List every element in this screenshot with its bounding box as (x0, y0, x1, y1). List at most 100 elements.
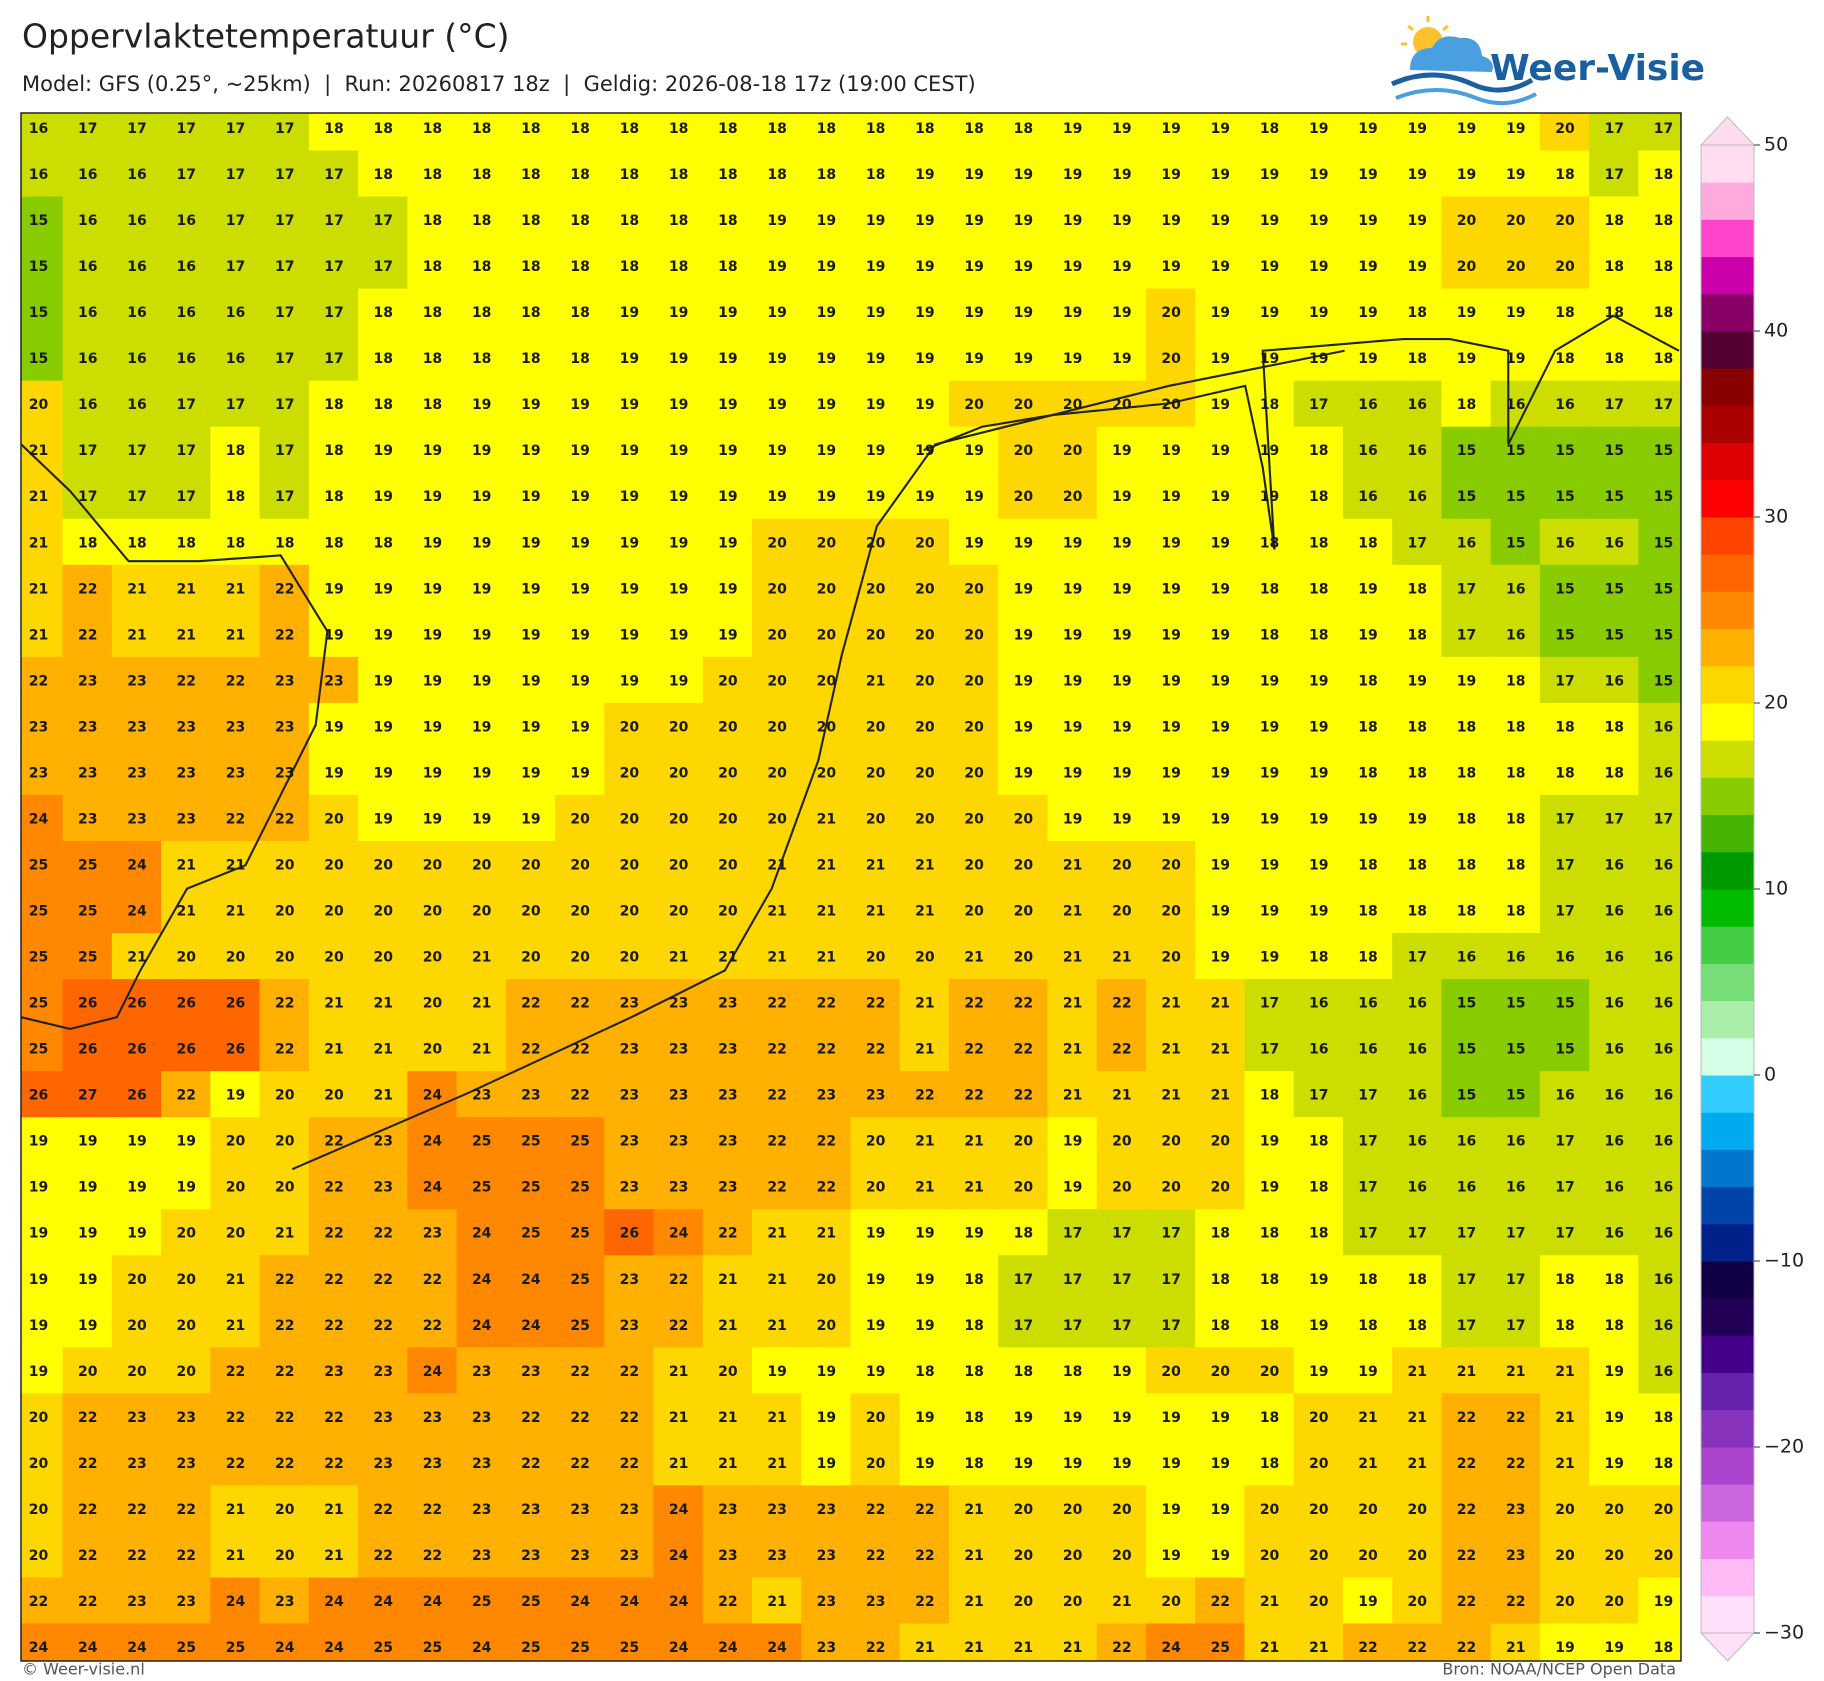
temperature-cell (1638, 1623, 1681, 1661)
temperature-label: 15 (1654, 627, 1673, 643)
temperature-label: 25 (29, 1042, 48, 1058)
temperature-cell (604, 1255, 655, 1303)
colorbar-band (1701, 1335, 1754, 1374)
temperature-label: 16 (1309, 996, 1328, 1012)
temperature-cell (1342, 1301, 1394, 1349)
temperature-label: 18 (570, 351, 589, 367)
temperature-cell (850, 1209, 901, 1257)
temperature-cell (1047, 979, 1098, 1027)
temperature-label: 19 (1408, 167, 1427, 183)
temperature-cell (456, 840, 507, 888)
temperature-cell (505, 1071, 557, 1119)
temperature-cell (1096, 979, 1147, 1027)
temperature-label: 20 (866, 765, 886, 781)
temperature-cell (358, 794, 409, 842)
temperature-cell (752, 472, 803, 520)
temperature-label: 21 (1260, 1594, 1279, 1610)
temperature-cell (505, 887, 557, 935)
temperature-label: 19 (915, 443, 934, 459)
temperature-label: 17 (1408, 535, 1427, 551)
temperature-cell (407, 1623, 458, 1661)
temperature-label: 19 (964, 1226, 983, 1242)
temperature-cell (604, 1485, 655, 1533)
temperature-cell (604, 288, 655, 336)
temperature-cell (21, 1531, 64, 1579)
temperature-label: 19 (718, 627, 737, 643)
temperature-cell (358, 1623, 409, 1661)
temperature-cell (456, 1623, 507, 1661)
temperature-label: 19 (1260, 167, 1279, 183)
temperature-cell (1589, 1117, 1640, 1165)
temperature-cell (111, 472, 163, 520)
temperature-cell (702, 748, 754, 796)
temperature-cell (1539, 840, 1591, 888)
temperature-label: 18 (1358, 950, 1377, 966)
temperature-cell (948, 1531, 1000, 1579)
temperature-cell (899, 1025, 950, 1073)
temperature-cell (1441, 1347, 1492, 1395)
temperature-cell (358, 242, 409, 290)
temperature-label: 23 (620, 1134, 639, 1150)
temperature-label: 25 (570, 1134, 589, 1150)
temperature-label: 20 (423, 857, 443, 873)
temperature-cell (111, 380, 163, 428)
temperature-label: 20 (718, 1364, 738, 1380)
temperature-cell (505, 656, 557, 704)
colorbar-tick-label: −20 (1764, 1436, 1804, 1458)
temperature-label: 22 (1457, 1410, 1476, 1426)
temperature-cell (407, 840, 458, 888)
temperature-label: 20 (423, 904, 443, 920)
temperature-label: 23 (472, 1364, 491, 1380)
temperature-cell (1047, 1623, 1098, 1661)
colorbar-band (1701, 1149, 1754, 1188)
temperature-cell (358, 979, 409, 1027)
temperature-cell (752, 610, 803, 658)
temperature-cell (1096, 196, 1147, 244)
temperature-label: 20 (1014, 1594, 1034, 1610)
temperature-label: 15 (1457, 1088, 1476, 1104)
temperature-label: 25 (472, 1134, 491, 1150)
temperature-label: 23 (176, 811, 195, 827)
temperature-label: 17 (1506, 1226, 1525, 1242)
temperature-label: 20 (1161, 1134, 1181, 1150)
temperature-cell (1047, 1117, 1098, 1165)
temperature-label: 15 (1457, 489, 1476, 505)
temperature-cell (21, 933, 64, 981)
temperature-cell (801, 1301, 852, 1349)
temperature-label: 19 (78, 1318, 97, 1334)
temperature-cell (1195, 1485, 1246, 1533)
temperature-cell (948, 840, 1000, 888)
temperature-label: 21 (176, 857, 195, 873)
temperature-cell (62, 979, 113, 1027)
temperature-cell (62, 1623, 113, 1661)
temperature-cell (1441, 610, 1492, 658)
temperature-label: 19 (1605, 1456, 1624, 1472)
temperature-label: 25 (521, 1226, 540, 1242)
temperature-cell (161, 610, 212, 658)
temperature-label: 21 (324, 1042, 343, 1058)
temperature-label: 25 (472, 1594, 491, 1610)
temperature-label: 18 (1654, 351, 1673, 367)
temperature-cell (1342, 1117, 1394, 1165)
temperature-cell (752, 1071, 803, 1119)
temperature-cell (1589, 288, 1640, 336)
temperature-cell (752, 1347, 803, 1395)
temperature-label: 18 (1211, 1226, 1230, 1242)
temperature-label: 21 (226, 581, 245, 597)
temperature-label: 16 (1654, 765, 1673, 781)
temperature-cell (801, 1439, 852, 1487)
temperature-label: 20 (718, 904, 738, 920)
temperature-cell (1589, 1209, 1640, 1257)
temperature-cell (1539, 1485, 1591, 1533)
temperature-label: 20 (1555, 213, 1575, 229)
temperature-cell (1539, 933, 1591, 981)
temperature-cell (604, 1163, 655, 1211)
temperature-label: 19 (423, 489, 442, 505)
temperature-label: 16 (1654, 1088, 1673, 1104)
temperature-cell (1047, 426, 1098, 474)
temperature-cell (555, 334, 606, 382)
temperature-label: 25 (1211, 1640, 1230, 1656)
temperature-label: 16 (1506, 627, 1525, 643)
temperature-cell (702, 1485, 754, 1533)
footer-left: © Weer-visie.nl (22, 1660, 145, 1679)
